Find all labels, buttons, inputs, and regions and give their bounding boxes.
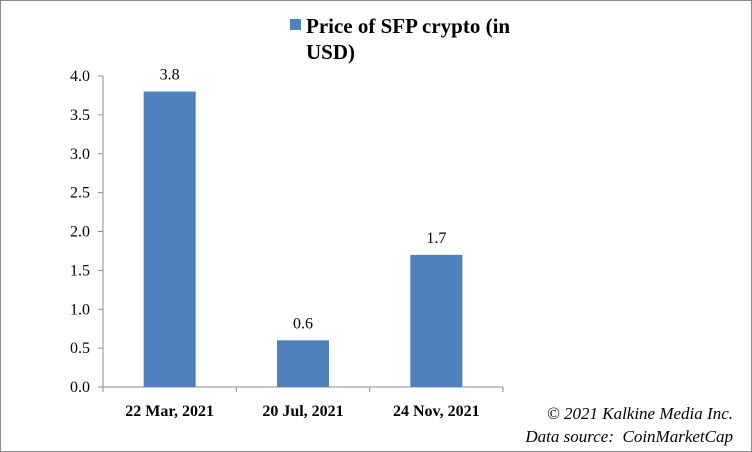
data-label: 1.7 [426, 230, 446, 247]
bar [277, 340, 329, 387]
x-axis-labels: 22 Mar, 2021 20 Jul, 2021 24 Nov, 2021 [125, 403, 479, 420]
legend-label-line2: USD) [306, 40, 355, 64]
x-tick-label: 22 Mar, 2021 [125, 403, 214, 420]
y-tick-label: 4.0 [70, 68, 90, 85]
legend: Price of SFP crypto (in USD) [290, 14, 510, 64]
bar [143, 91, 196, 388]
data-label: 0.6 [293, 315, 313, 332]
y-tick-label: 2.5 [70, 185, 90, 202]
y-tick-label: 1.5 [70, 262, 90, 279]
y-tick-label: 2.0 [70, 224, 90, 241]
y-tick-label: 3.0 [70, 146, 90, 163]
legend-label-line1: Price of SFP crypto (in [306, 14, 510, 38]
x-tick-label: 20 Jul, 2021 [262, 403, 343, 420]
y-tick-label: 1.0 [70, 301, 90, 318]
legend-swatch [290, 19, 301, 30]
copyright-text: © 2021 Kalkine Media Inc. [546, 404, 733, 423]
y-tick-label: 3.5 [70, 107, 90, 124]
x-tick-label: 24 Nov, 2021 [393, 403, 480, 420]
y-tick-label: 0.5 [70, 340, 90, 357]
data-source-text: Data source: CoinMarketCap [525, 427, 733, 446]
data-labels: 3.8 0.6 1.7 [160, 67, 447, 333]
y-axis-ticks: 0.0 0.5 1.0 1.5 2.0 2.5 3.0 3.5 4.0 [70, 68, 103, 396]
y-tick-label: 0.0 [70, 379, 90, 396]
data-label: 3.8 [160, 67, 180, 84]
bar [410, 254, 463, 387]
bars [143, 91, 463, 388]
